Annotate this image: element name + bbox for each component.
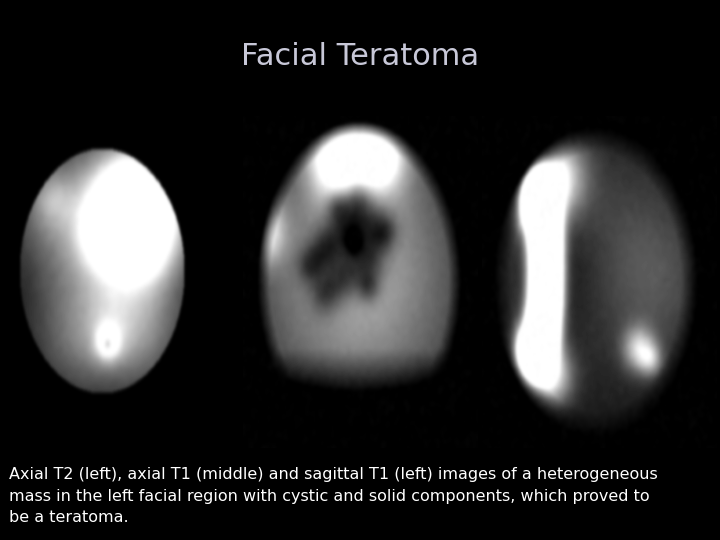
Text: Axial T2 (left), axial T1 (middle) and sagittal T1 (left) images of a heterogene: Axial T2 (left), axial T1 (middle) and s… (9, 467, 657, 525)
Text: Facial Teratoma: Facial Teratoma (241, 42, 479, 71)
